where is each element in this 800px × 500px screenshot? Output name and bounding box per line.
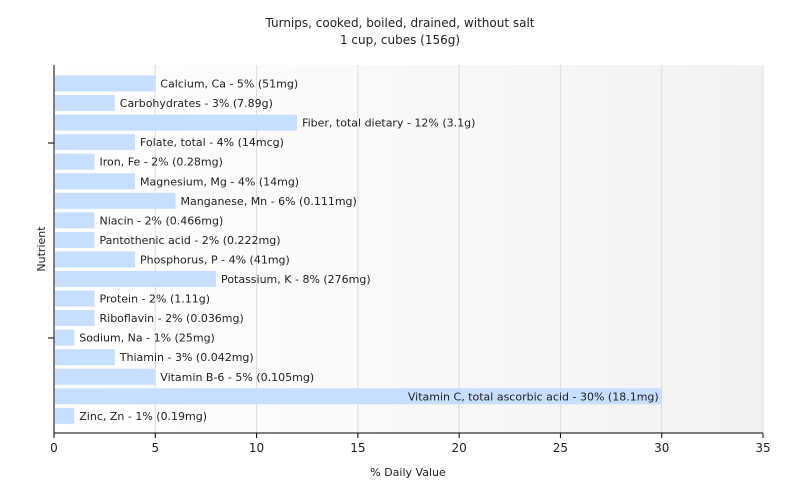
- bar-label: Vitamin B-6 - 5% (0.105mg): [160, 371, 314, 384]
- bar-label: Zinc, Zn - 1% (0.19mg): [79, 410, 207, 423]
- bar: [55, 212, 95, 229]
- bar: [55, 134, 136, 151]
- bars: Calcium, Ca - 5% (51mg) Carbohydrates - 3…: [55, 75, 662, 424]
- bar: [55, 407, 75, 424]
- x-tick-label: 25: [553, 441, 568, 455]
- bar: [55, 192, 176, 209]
- bar-label: Pantothenic acid - 2% (0.222mg): [100, 234, 281, 247]
- bar-label: Niacin - 2% (0.466mg): [100, 214, 224, 227]
- bar-label: Phosphorus, P - 4% (41mg): [140, 253, 290, 266]
- bar-label: Calcium, Ca - 5% (51mg): [160, 78, 298, 91]
- bar-label: Protein - 2% (1.11g): [100, 293, 211, 306]
- bar: [55, 95, 115, 112]
- bar: [55, 310, 95, 327]
- bar: [55, 329, 75, 346]
- bar-label: Vitamin C, total ascorbic acid - 30% (18…: [408, 390, 659, 403]
- bar: [55, 75, 156, 92]
- x-axis-label: % Daily Value: [370, 466, 446, 479]
- axes: 0 5 10 15 20 25 30 35: [48, 65, 771, 455]
- bar: [55, 153, 95, 170]
- bar-label: Fiber, total dietary - 12% (3.1g): [302, 117, 475, 130]
- x-tick-label: 10: [249, 441, 264, 455]
- bar-label: Magnesium, Mg - 4% (14mg): [140, 175, 299, 188]
- bar: [55, 349, 115, 366]
- x-tick-label: 20: [452, 441, 467, 455]
- bar: [55, 388, 662, 405]
- bar: [55, 271, 217, 287]
- bar-label: Thiamin - 3% (0.042mg): [119, 351, 254, 364]
- bar: [55, 114, 298, 131]
- bar: [55, 173, 136, 190]
- bar: [55, 251, 136, 268]
- x-tick-label: 35: [755, 441, 770, 455]
- x-tick-label: 0: [50, 441, 58, 455]
- chart-title: Turnips, cooked, boiled, drained, withou…: [264, 16, 534, 30]
- bar-label: Carbohydrates - 3% (7.89g): [120, 97, 273, 110]
- bar: [55, 368, 156, 385]
- bar-label: Sodium, Na - 1% (25mg): [79, 332, 215, 345]
- chart-subtitle: 1 cup, cubes (156g): [340, 33, 460, 47]
- bar: [55, 290, 95, 307]
- bar-label: Iron, Fe - 2% (0.28mg): [100, 156, 223, 169]
- bar-label: Potassium, K - 8% (276mg): [221, 273, 371, 286]
- x-tick-label: 15: [350, 441, 365, 455]
- bar-label: Riboflavin - 2% (0.036mg): [100, 312, 244, 325]
- bar-label: Manganese, Mn - 6% (0.111mg): [181, 195, 357, 208]
- x-tick-label: 30: [654, 441, 669, 455]
- bar-label: Folate, total - 4% (14mcg): [140, 136, 284, 149]
- y-axis-label: Nutrient: [35, 226, 48, 272]
- bar: [55, 231, 95, 248]
- x-tick-label: 5: [151, 441, 159, 455]
